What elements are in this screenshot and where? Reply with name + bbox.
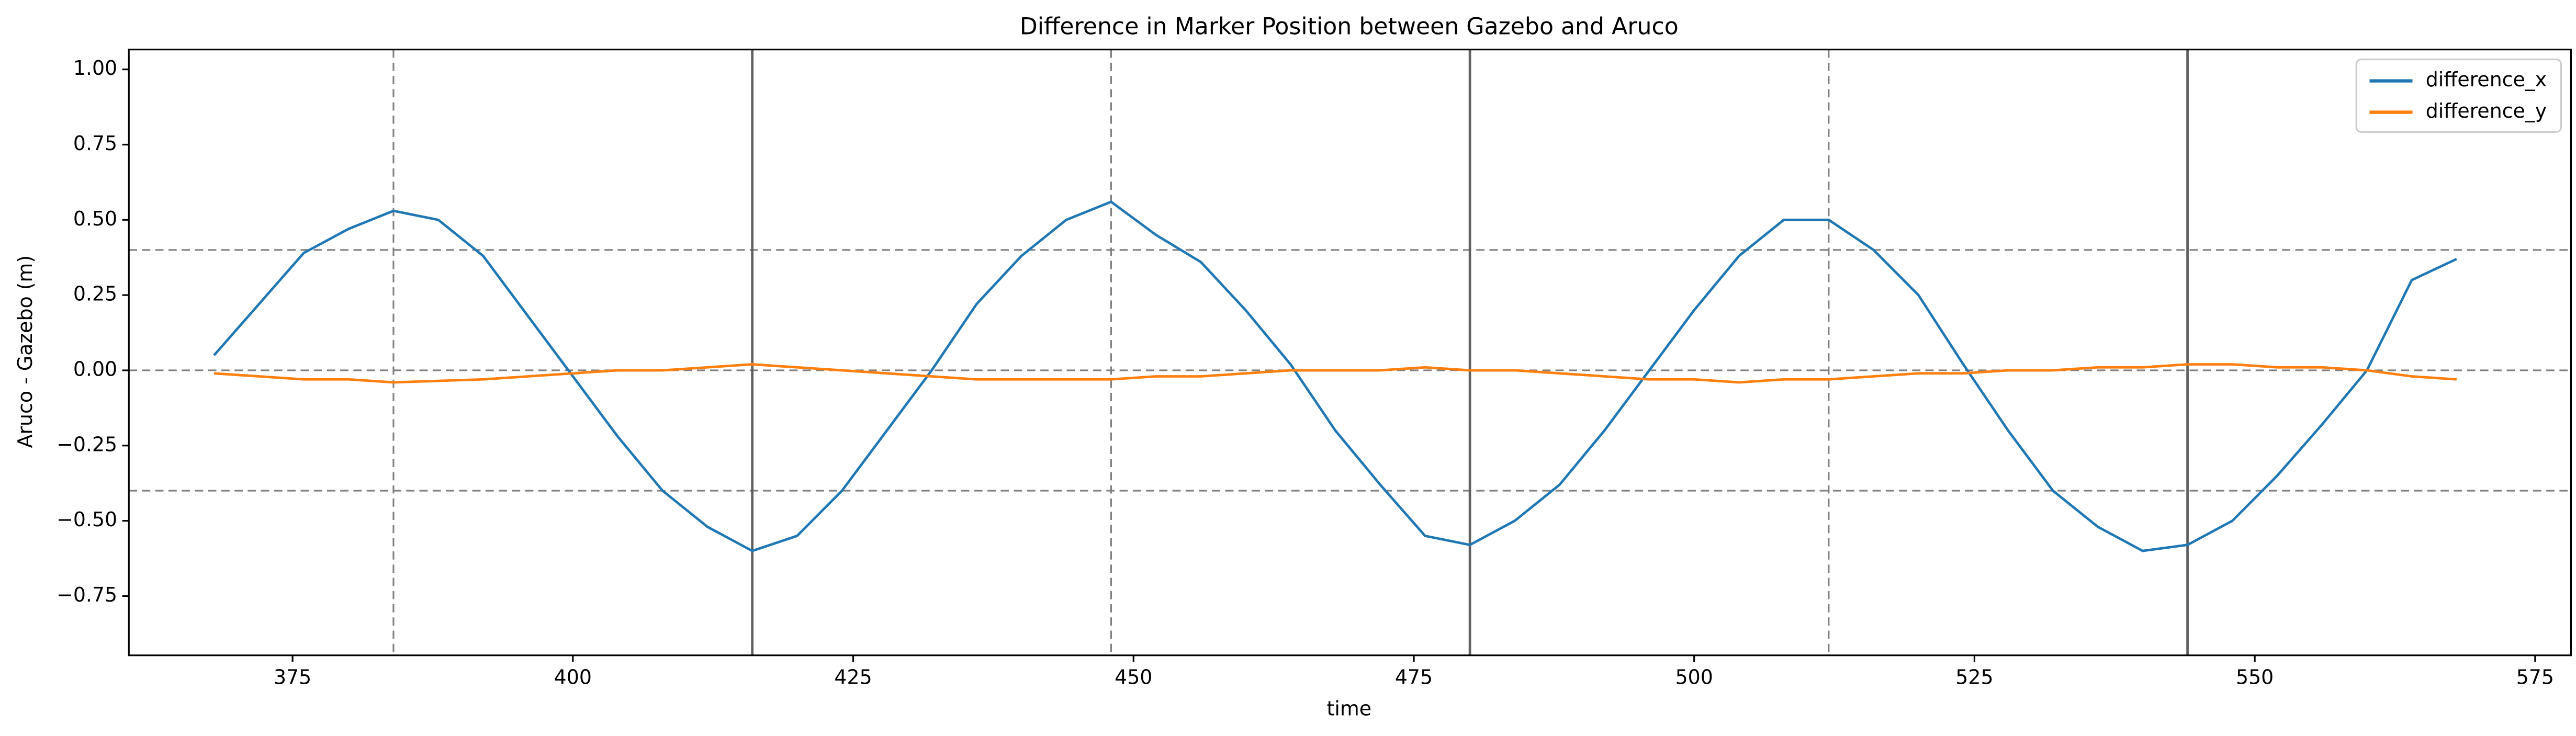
y-tick-label: −0.75 (57, 583, 117, 606)
x-tick-label: 375 (274, 665, 311, 688)
y-tick-label: 0.00 (73, 357, 117, 380)
y-tick-label: 0.50 (73, 207, 117, 230)
x-tick-label: 475 (1395, 665, 1433, 688)
x-tick-label: 525 (1955, 665, 1993, 688)
x-tick-label: 400 (554, 665, 592, 688)
chart-title: Difference in Marker Position between Ga… (1020, 14, 1679, 40)
legend-label: difference_x (2426, 68, 2547, 91)
x-tick-label: 550 (2236, 665, 2274, 688)
y-tick-label: −0.25 (57, 433, 117, 456)
plot-frame (128, 49, 2572, 656)
data-line (213, 363, 2457, 384)
x-tick-label: 575 (2516, 665, 2554, 688)
legend-label: difference_y (2426, 99, 2547, 122)
data-line (213, 200, 2457, 552)
x-axis-label: time (1326, 697, 1371, 720)
x-tick-label: 500 (1675, 665, 1713, 688)
y-tick-label: 0.75 (73, 132, 117, 155)
y-tick-label: 0.25 (73, 282, 117, 305)
y-axis-label: Aruco - Gazebo (m) (14, 255, 37, 448)
y-tick-label: 1.00 (73, 56, 117, 80)
y-tick-label: −0.50 (57, 508, 117, 531)
x-tick-label: 425 (834, 665, 872, 688)
x-tick-label: 450 (1115, 665, 1152, 688)
